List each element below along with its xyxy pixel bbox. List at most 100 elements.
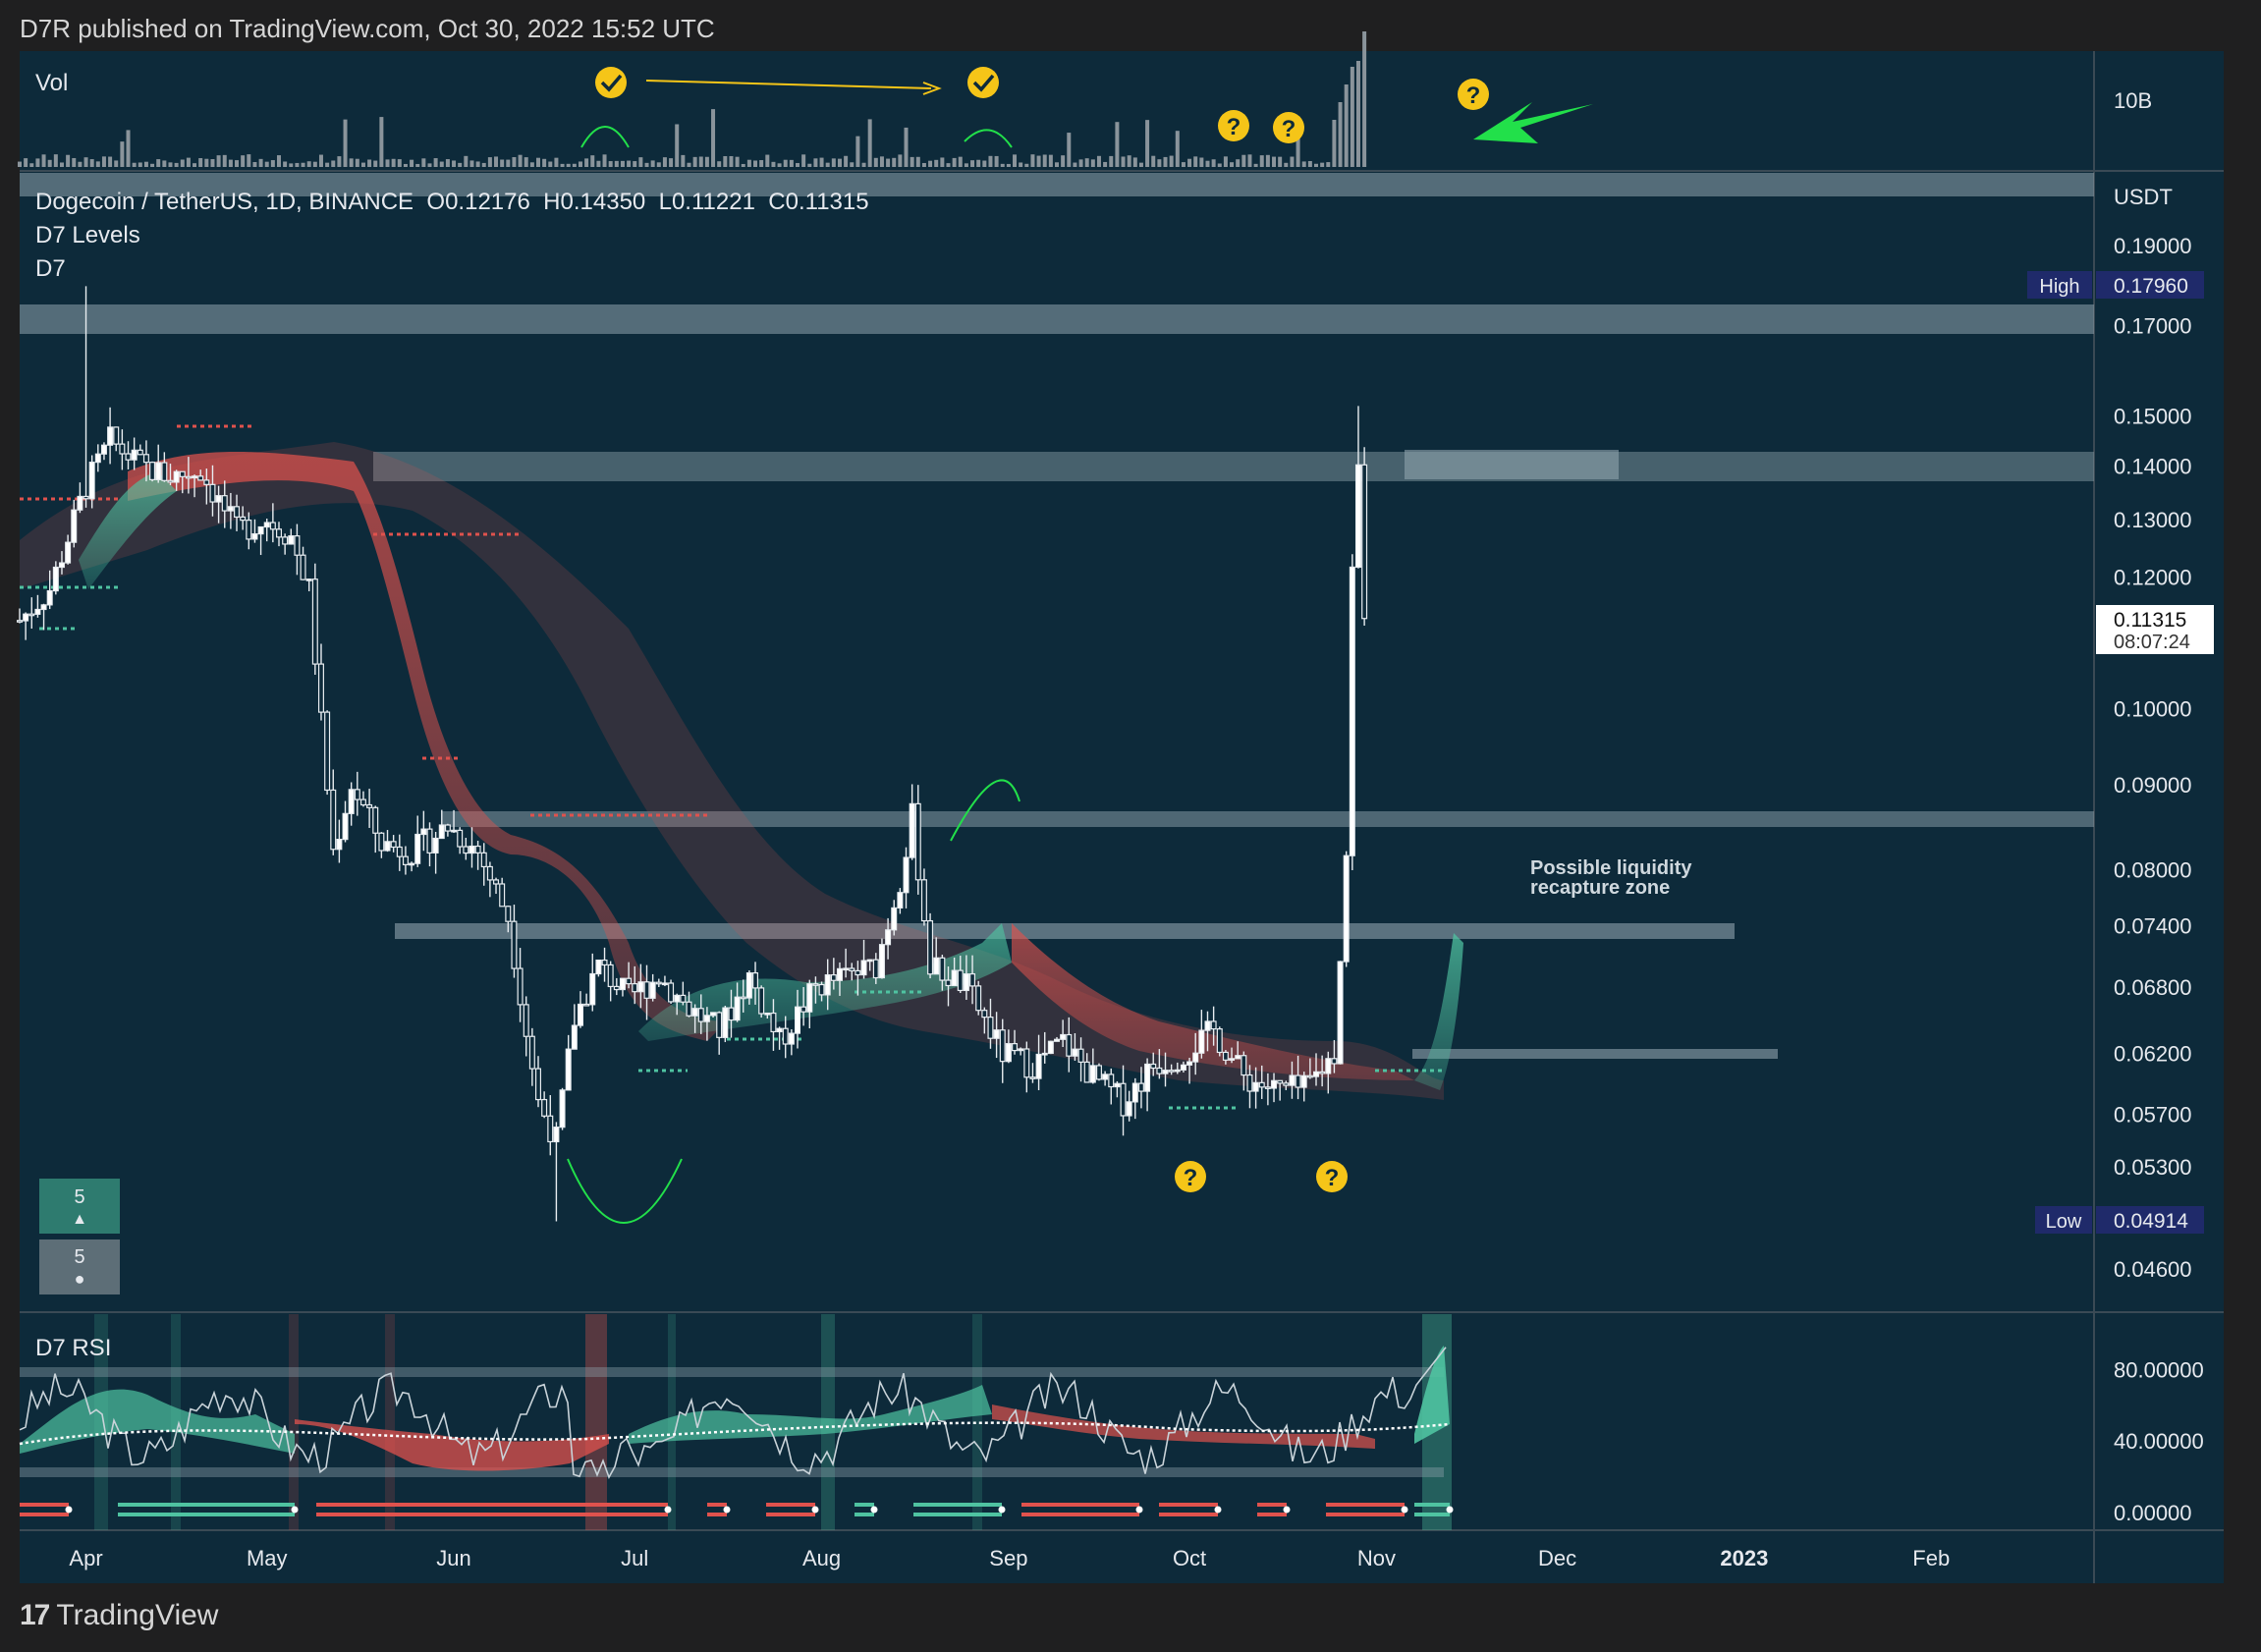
volume-bar-47 [301,162,305,167]
time-tick-2: Jun [436,1546,470,1570]
candle-body-206 [1258,1081,1265,1088]
currency-label: USDT [2114,185,2173,209]
volume-bar-125 [771,161,776,167]
counter-dot[interactable]: 5 ● [39,1239,120,1294]
candle-body-57 [359,798,366,806]
candle-body-109 [674,994,681,1003]
volume-bar-12 [89,159,94,167]
volume-axis-label: 10B [2114,88,2152,113]
volume-bar-126 [777,163,782,167]
volume-bar-99 [614,160,619,167]
candle-body-169 [1035,1053,1042,1079]
candle-body-120 [740,996,746,1000]
candle-body-23 [155,462,162,480]
indicator-d7-levels[interactable]: D7 Levels [35,222,140,248]
candle-body-127 [782,1027,789,1045]
question-marker-price-1: ? [1175,1161,1206,1192]
volume-bar-170 [1042,154,1047,167]
volume-bar-22 [150,163,155,167]
volume-bar-153 [940,157,945,167]
candle-body-137 [843,967,850,971]
candle-body-108 [668,982,675,1003]
candle-body-173 [1060,1033,1067,1040]
volume-bar-206 [1259,155,1264,167]
volume-bar-84 [524,157,528,167]
volume-bar-141 [867,119,872,167]
candle-body-28 [185,475,192,479]
candle-body-71 [444,824,451,832]
candle-body-81 [505,906,512,922]
volume-bar-152 [934,159,939,167]
candle-body-27 [179,470,186,477]
candle-body-192 [1174,1069,1181,1073]
volume-bar-128 [789,159,794,167]
candle-body-142 [872,959,879,979]
volume-bar-4 [41,154,46,167]
candle-body-219 [1337,961,1344,1065]
candle-body-159 [975,985,982,1012]
candle-body-223 [1361,464,1368,620]
volume-bar-89 [554,157,559,167]
volume-bar-190 [1163,156,1168,167]
candle-body-119 [734,996,741,1021]
volume-bar-112 [692,156,697,167]
volume-bar-122 [753,160,758,167]
volume-bar-179 [1096,155,1101,167]
candle-body-181 [1108,1074,1115,1088]
volume-bar-174 [1067,133,1072,167]
volume-bar-82 [512,156,517,167]
volume-bar-52 [331,160,336,167]
candle-body-114 [703,1015,710,1022]
volume-bar-129 [796,163,800,167]
volume-bar-93 [578,161,582,167]
volume-bar-74 [464,155,469,167]
volume-bar-104 [644,162,649,167]
volume-bar-111 [687,162,691,167]
rsi-tick-0: 80.00000 [2114,1357,2204,1382]
time-axis: Apr May Jun Jul Aug Sep Oct Nov Dec 2023 Feb [69,1546,1950,1570]
candle-body-165 [1012,1043,1019,1052]
candle-body-189 [1156,1067,1163,1074]
candle-body-72 [451,829,458,833]
candle-body-9 [71,509,78,543]
volume-bar-223 [1362,31,1367,167]
candle-body-80 [499,883,506,908]
candles [17,286,1368,1222]
volume-bar-48 [306,161,311,167]
volume-bar-69 [433,158,438,167]
volume-bar-143 [879,156,884,167]
time-tick-1: May [247,1546,288,1570]
candle-body-129 [794,1006,800,1034]
candle-body-117 [722,1007,729,1038]
price-tick-0: 0.19000 [2114,234,2192,258]
indicator-d7[interactable]: D7 [35,255,66,282]
candle-body-107 [661,982,668,986]
volume-bar-60 [379,117,384,167]
volume-bar-115 [711,109,716,167]
volume-bar-64 [403,163,408,167]
rsi-signal-dot-10 [1401,1506,1408,1514]
volume-bar-155 [952,157,957,167]
candle-body-136 [836,967,843,981]
volume-bar-94 [584,158,589,167]
volume-bar-154 [946,163,951,167]
question-marker-vol-1: ? [1218,110,1249,141]
rsi-signal-dot-7 [1135,1506,1143,1514]
candle-body-190 [1162,1070,1169,1074]
volume-bar-63 [397,159,402,167]
candle-body-126 [776,1027,783,1033]
counter-up[interactable]: 5 ▲ [39,1179,120,1234]
volume-bar-164 [1006,163,1011,167]
volume-bar-8 [66,154,71,167]
candle-body-163 [999,1029,1006,1063]
volume-bar-15 [108,156,113,167]
candle-body-61 [384,841,391,852]
liquidity-zones [20,304,2094,1059]
candle-body-19 [131,449,138,461]
svg-text:0.04914: 0.04914 [2114,1210,2188,1233]
volume-bar-85 [529,162,534,167]
volume-bar-193 [1181,162,1186,167]
candle-body-55 [348,789,355,814]
volume-bar-148 [910,156,914,167]
